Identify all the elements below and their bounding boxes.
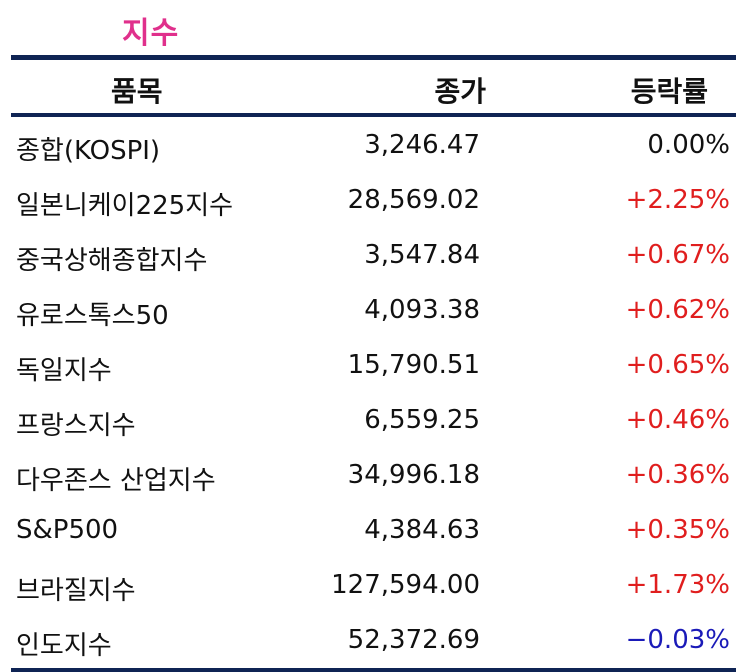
table-row: S&P500 4,384.63 +0.35% xyxy=(11,503,736,558)
row-name: 브라질지수 xyxy=(16,576,136,606)
row-name: 독일지수 xyxy=(16,356,112,386)
table-row: 다우존스 산업지수 34,996.18 +0.36% xyxy=(11,448,736,503)
table-row: 유로스톡스50 4,093.38 +0.62% xyxy=(11,283,736,338)
row-rate: +0.35% xyxy=(625,515,730,545)
row-rate: +0.65% xyxy=(625,350,730,380)
row-close: 6,559.25 xyxy=(364,405,480,435)
header-name: 품목 xyxy=(111,75,163,108)
table-row: 프랑스지수 6,559.25 +0.46% xyxy=(11,393,736,448)
row-name: 중국상해종합지수 xyxy=(16,246,208,276)
table-row: 종합(KOSPI) 3,246.47 0.00% xyxy=(11,118,736,173)
table-row: 중국상해종합지수 3,547.84 +0.67% xyxy=(11,228,736,283)
table-bottom-rule xyxy=(11,668,736,672)
row-close: 34,996.18 xyxy=(347,460,480,490)
header-rate: 등락률 xyxy=(630,75,708,108)
table-row: 독일지수 15,790.51 +0.65% xyxy=(11,338,736,393)
header-close: 종가 xyxy=(434,75,486,108)
index-table: 품목 종가 등락률 종합(KOSPI) 3,246.47 0.00% 일본니케이… xyxy=(11,55,736,672)
row-name: S&P500 xyxy=(16,515,119,545)
row-name: 프랑스지수 xyxy=(16,411,136,441)
table-top-rule xyxy=(11,55,736,60)
row-name: 유로스톡스50 xyxy=(16,301,169,331)
row-rate: +0.36% xyxy=(625,460,730,490)
table-row: 인도지수 52,372.69 −0.03% xyxy=(11,613,736,668)
row-rate: +2.25% xyxy=(625,185,730,215)
row-close: 28,569.02 xyxy=(347,185,480,215)
row-rate: +0.62% xyxy=(625,295,730,325)
table-header-rule xyxy=(11,113,736,117)
row-rate: +0.46% xyxy=(625,405,730,435)
row-name: 일본니케이225지수 xyxy=(16,191,234,221)
row-rate: +0.67% xyxy=(625,240,730,270)
row-rate: +1.73% xyxy=(625,570,730,600)
row-rate: 0.00% xyxy=(647,130,730,160)
row-close: 3,246.47 xyxy=(364,130,480,160)
table-row: 브라질지수 127,594.00 +1.73% xyxy=(11,558,736,613)
row-name: 인도지수 xyxy=(16,631,112,661)
row-close: 15,790.51 xyxy=(347,350,480,380)
row-close: 4,384.63 xyxy=(364,515,480,545)
row-close: 4,093.38 xyxy=(364,295,480,325)
row-rate: −0.03% xyxy=(625,625,730,655)
row-name: 종합(KOSPI) xyxy=(16,136,161,166)
row-name: 다우존스 산업지수 xyxy=(16,466,216,496)
table-header: 품목 종가 등락률 xyxy=(11,60,736,113)
table-body: 종합(KOSPI) 3,246.47 0.00% 일본니케이225지수 28,5… xyxy=(11,117,736,668)
row-close: 52,372.69 xyxy=(347,625,480,655)
page-title: 지수 xyxy=(122,16,180,51)
row-close: 127,594.00 xyxy=(331,570,480,600)
table-row: 일본니케이225지수 28,569.02 +2.25% xyxy=(11,173,736,228)
row-close: 3,547.84 xyxy=(364,240,480,270)
